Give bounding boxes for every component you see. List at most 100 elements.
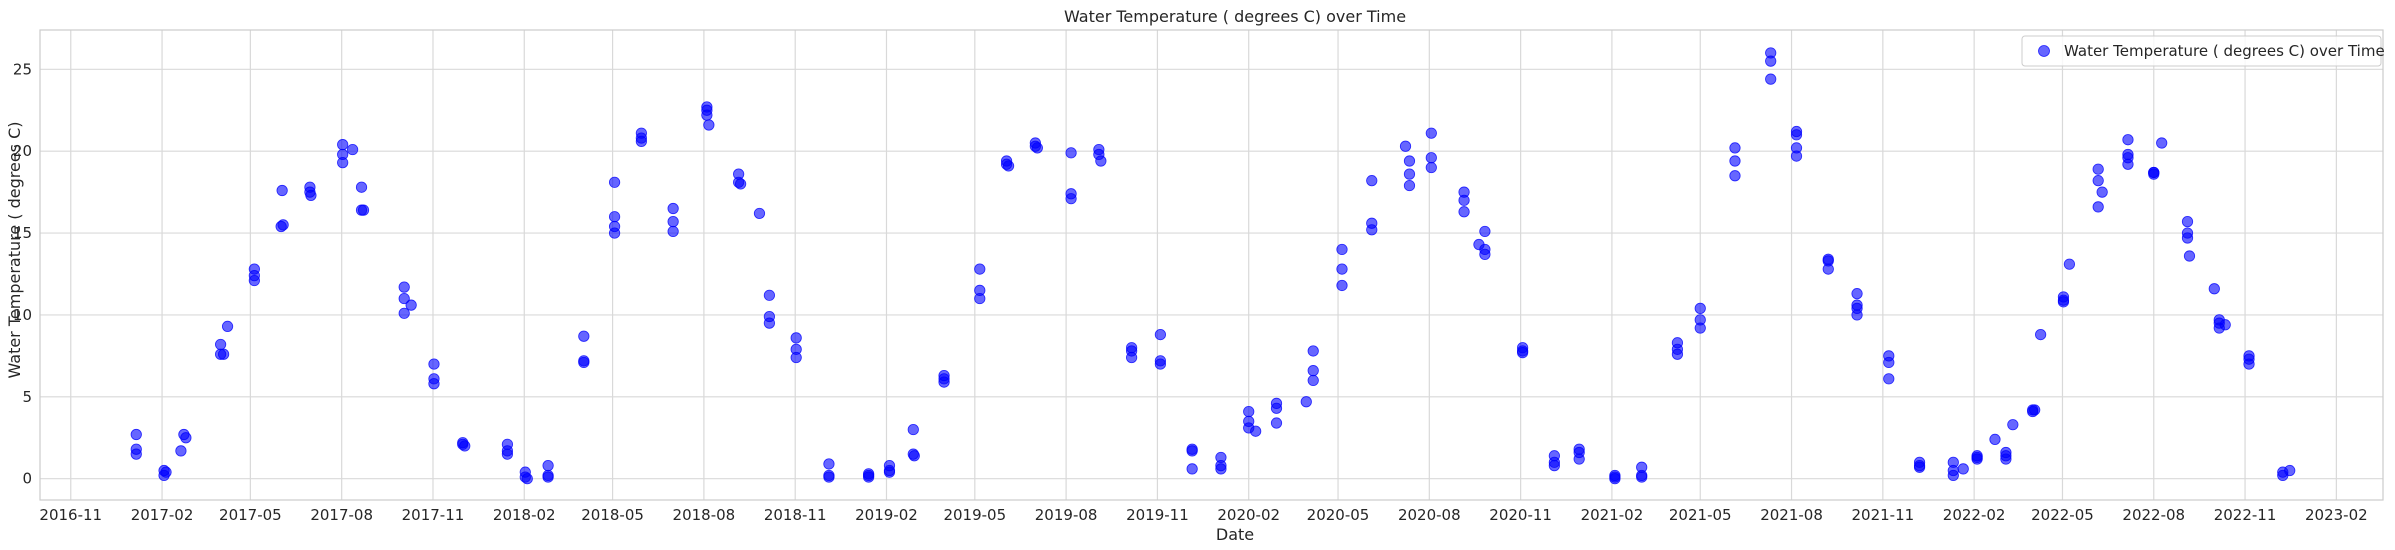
data-point — [1065, 147, 1077, 159]
data-point — [2122, 134, 2134, 146]
x-tick-label: 2018-08 — [673, 506, 736, 524]
data-point — [863, 471, 875, 483]
data-point — [1883, 373, 1895, 385]
y-tick-label: 15 — [13, 224, 32, 242]
data-point — [578, 330, 590, 342]
chart-title: Water Temperature ( degrees C) over Time — [1064, 7, 1406, 26]
data-point — [908, 450, 920, 462]
data-point — [346, 143, 359, 156]
data-point — [907, 423, 919, 436]
data-point — [1425, 161, 1437, 174]
data-point — [1851, 309, 1863, 321]
data-point — [790, 351, 802, 364]
x-tick-label: 2023-02 — [2305, 506, 2368, 524]
data-point — [398, 281, 410, 293]
data-point — [1336, 243, 1348, 256]
data-point — [1947, 469, 1959, 482]
x-tick-label: 2022-02 — [1943, 506, 2006, 524]
data-point — [276, 184, 288, 197]
data-point — [521, 473, 533, 485]
data-point — [1403, 155, 1416, 167]
x-tick-label: 2019-08 — [1035, 506, 1098, 524]
data-point — [2096, 186, 2108, 198]
data-point — [1336, 263, 1348, 275]
data-point — [1765, 73, 1777, 85]
x-tick-label: 2022-08 — [2122, 506, 2185, 524]
data-point — [2243, 358, 2255, 370]
data-point — [753, 207, 766, 220]
data-point — [1729, 155, 1741, 167]
x-tick-label: 2021-02 — [1581, 506, 1644, 524]
data-point — [1671, 348, 1684, 360]
x-tick-label: 2020-08 — [1398, 506, 1461, 524]
data-point — [215, 338, 227, 351]
data-point — [667, 225, 679, 238]
data-point — [355, 181, 368, 193]
data-point — [180, 432, 192, 444]
y-axis-title: Water Temperature ( degrees C) — [5, 121, 24, 378]
data-point — [277, 219, 289, 231]
data-point — [2007, 419, 2019, 431]
data-point — [1300, 396, 1312, 408]
y-tick-label: 10 — [13, 306, 32, 324]
data-point — [1971, 453, 1983, 465]
data-point — [1307, 345, 1319, 357]
data-point — [1399, 140, 1412, 152]
data-point — [160, 466, 172, 478]
data-point — [428, 378, 440, 390]
data-point — [1517, 347, 1529, 359]
data-point — [2063, 258, 2076, 270]
x-tick-label: 2022-05 — [2031, 506, 2094, 524]
data-point — [1636, 471, 1648, 483]
x-tick-label: 2017-02 — [131, 506, 194, 524]
x-tick-label: 2021-11 — [1851, 506, 1914, 524]
data-point — [217, 348, 230, 360]
data-point — [1154, 358, 1166, 370]
legend-box — [2021, 35, 2382, 67]
data-point — [608, 227, 621, 239]
data-point — [667, 202, 679, 215]
x-tick-label: 2017-11 — [402, 506, 465, 524]
data-point — [1154, 328, 1166, 341]
x-tick-label: 2018-11 — [764, 506, 827, 524]
data-point — [175, 445, 187, 457]
data-point — [883, 466, 896, 478]
x-tick-label: 2017-05 — [219, 506, 282, 524]
data-point — [667, 216, 679, 228]
data-point — [1790, 150, 1803, 162]
data-point — [1186, 463, 1198, 475]
data-point — [398, 292, 410, 305]
data-point — [1790, 129, 1803, 141]
data-point — [459, 440, 471, 452]
data-point — [1729, 170, 1741, 182]
data-point — [1403, 168, 1416, 180]
data-point — [1250, 425, 1262, 437]
data-point — [2092, 175, 2104, 187]
data-point — [130, 428, 142, 441]
data-point — [1403, 179, 1416, 192]
x-tick-label: 2019-02 — [855, 506, 918, 524]
data-points — [130, 47, 2296, 485]
data-point — [578, 356, 590, 369]
x-tick-label: 2018-05 — [581, 506, 644, 524]
data-point — [823, 471, 835, 483]
data-point — [1989, 433, 2001, 446]
data-point — [1126, 351, 1138, 364]
data-point — [1270, 402, 1283, 414]
plot-frame — [39, 29, 2384, 501]
data-point — [974, 292, 986, 305]
y-tick-label: 5 — [22, 388, 32, 406]
data-point — [2092, 201, 2104, 213]
grid-lines — [40, 30, 2383, 500]
data-point — [1065, 193, 1077, 205]
data-point — [1366, 224, 1378, 236]
data-point — [221, 320, 234, 333]
data-point — [2181, 216, 2194, 228]
data-point — [2092, 163, 2104, 175]
legend-marker — [2038, 45, 2050, 57]
data-point — [1479, 248, 1491, 260]
data-point — [1694, 302, 1706, 314]
data-point — [542, 471, 554, 483]
data-point — [1307, 374, 1319, 387]
